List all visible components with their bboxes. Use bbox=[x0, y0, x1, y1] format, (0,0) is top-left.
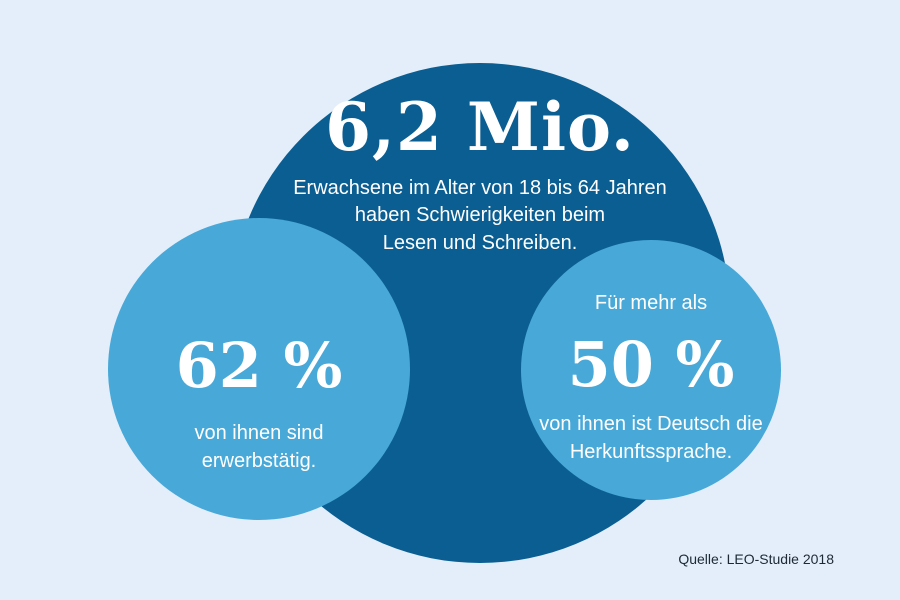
left-stat-description-line-1: von ihnen sind bbox=[194, 422, 324, 444]
right-stat-prefix: Für mehr als bbox=[594, 292, 708, 314]
headline-description-line-2: haben Schwierigkeiten beim bbox=[354, 204, 606, 226]
right-circle bbox=[521, 240, 781, 500]
left-stat-value: 62 % bbox=[175, 329, 343, 402]
source-note: Quelle: LEO-Studie 2018 bbox=[678, 551, 834, 567]
headline-description-line-3: Lesen und Schreiben. bbox=[382, 232, 578, 254]
right-stat-description-line-1: von ihnen ist Deutsch die bbox=[539, 413, 763, 435]
headline-description-line-1: Erwachsene im Alter von 18 bis 64 Jahren bbox=[293, 177, 667, 199]
right-stat-description-line-2: Herkunftssprache. bbox=[569, 441, 733, 463]
left-stat-description-line-2: erwerbstätig. bbox=[201, 450, 317, 472]
headline-number: 6,2 Mio. bbox=[325, 88, 635, 166]
right-stat-value: 50 % bbox=[567, 328, 735, 401]
left-circle bbox=[108, 218, 410, 520]
